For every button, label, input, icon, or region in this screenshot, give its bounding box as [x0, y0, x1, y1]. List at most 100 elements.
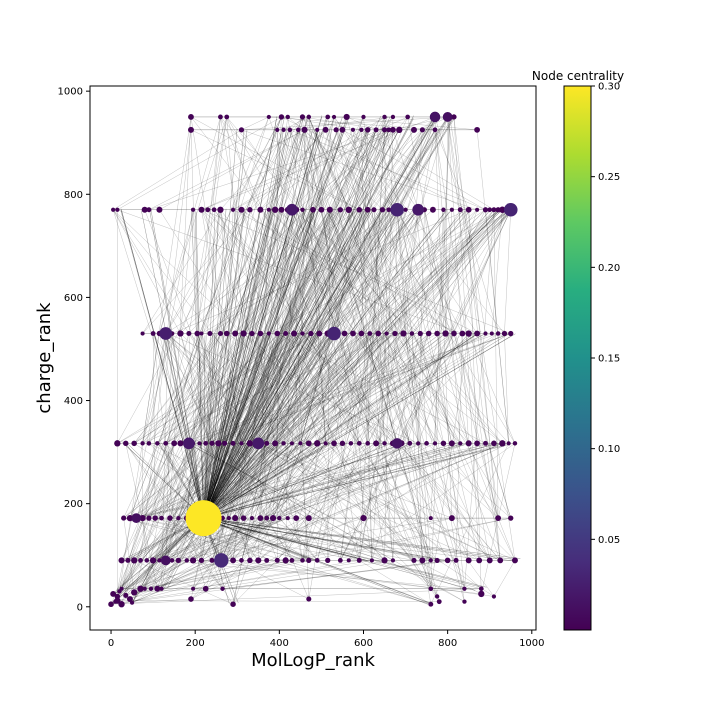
edge	[260, 209, 288, 519]
node-point	[360, 514, 367, 522]
edge	[224, 209, 507, 561]
edge	[340, 129, 394, 561]
node-point	[495, 515, 502, 522]
node-point	[230, 601, 236, 607]
node-point	[390, 126, 396, 133]
edge	[178, 209, 503, 519]
edge	[277, 333, 486, 444]
edge	[203, 333, 376, 519]
edge	[155, 443, 276, 519]
edge	[304, 129, 326, 444]
edge	[117, 333, 295, 444]
edge	[203, 129, 436, 519]
edge	[203, 334, 509, 519]
edge	[127, 116, 303, 561]
node-point	[150, 331, 156, 336]
edge	[203, 129, 391, 519]
edge	[203, 334, 392, 519]
edge	[241, 209, 297, 444]
node-point	[348, 441, 354, 446]
edge	[258, 443, 516, 561]
edge	[125, 443, 213, 561]
edge	[266, 129, 377, 519]
node-point	[474, 330, 481, 337]
edge	[146, 209, 360, 561]
edge	[203, 335, 423, 519]
edge	[203, 444, 339, 519]
edge	[260, 209, 436, 444]
edge	[258, 129, 305, 444]
edge	[125, 333, 370, 596]
node-point	[482, 207, 489, 213]
node-point	[434, 330, 440, 337]
node-point	[350, 330, 356, 337]
edge	[201, 333, 335, 561]
edge	[174, 333, 312, 444]
edge	[224, 209, 419, 444]
edge	[117, 209, 330, 597]
edge	[493, 560, 516, 597]
edge	[201, 209, 242, 444]
edge	[203, 209, 245, 519]
edge	[468, 209, 482, 594]
edge	[275, 209, 455, 334]
node-point	[373, 440, 380, 447]
edge	[241, 209, 415, 561]
edge	[302, 209, 410, 444]
edge	[359, 129, 385, 561]
edge	[329, 209, 431, 561]
edge	[308, 333, 354, 600]
y-tick-label: 0	[77, 602, 83, 613]
edge	[188, 333, 423, 561]
node-point	[459, 330, 466, 337]
edge	[241, 333, 404, 561]
edge	[258, 333, 499, 561]
edge	[205, 333, 335, 444]
edge	[359, 333, 455, 444]
node-point	[190, 207, 196, 212]
edge	[203, 128, 293, 519]
node-point	[436, 599, 442, 605]
edge	[203, 335, 372, 519]
edge	[180, 209, 330, 444]
edge	[300, 209, 368, 444]
edge	[281, 116, 469, 210]
node-point	[419, 127, 425, 133]
edge	[115, 129, 343, 602]
edge	[232, 209, 490, 561]
node-point	[356, 440, 362, 446]
edge	[203, 517, 442, 561]
edge	[203, 207, 396, 519]
edge	[203, 210, 216, 519]
edge	[169, 517, 213, 561]
edge	[203, 335, 350, 519]
edge	[201, 209, 425, 561]
edge	[203, 211, 450, 519]
edge	[428, 333, 453, 444]
edge	[325, 129, 516, 444]
edge	[165, 333, 173, 561]
edge	[136, 333, 396, 519]
edge	[169, 518, 223, 589]
edge	[249, 129, 318, 444]
edge	[121, 209, 398, 589]
edge	[211, 443, 360, 561]
node-point	[282, 557, 289, 564]
edge	[420, 333, 427, 444]
edge	[352, 129, 398, 210]
node-point	[448, 440, 455, 447]
node-point	[428, 601, 434, 607]
edge	[434, 129, 469, 210]
edge	[199, 443, 230, 519]
edge	[134, 333, 261, 444]
edge	[396, 209, 423, 561]
edge	[144, 209, 278, 561]
edge	[434, 129, 453, 519]
edge	[392, 209, 469, 444]
edge	[203, 117, 414, 519]
edge	[159, 333, 431, 561]
edge	[203, 116, 388, 519]
edge	[203, 333, 371, 519]
edge	[203, 117, 327, 519]
edge	[205, 333, 511, 444]
